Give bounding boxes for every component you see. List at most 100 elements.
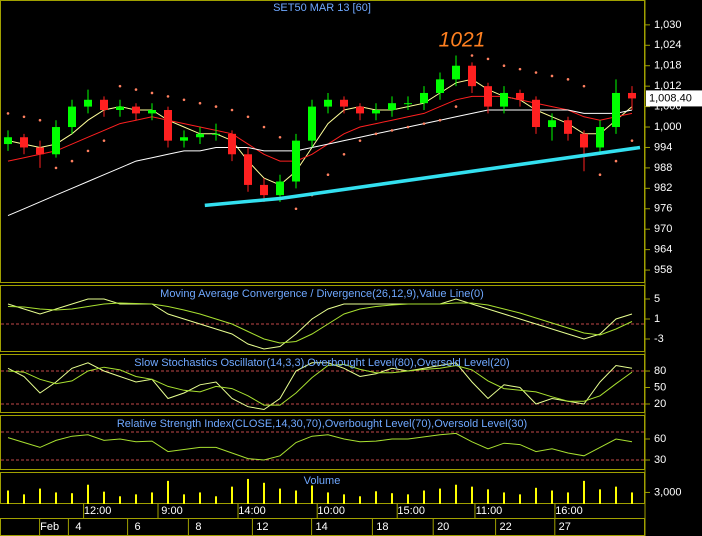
sar-dot <box>230 108 234 112</box>
volume-bar <box>471 486 473 504</box>
sar-dot <box>262 125 266 129</box>
x-date-label: 14 <box>315 521 327 533</box>
volume-bar <box>279 488 281 504</box>
y-tick-label: 976 <box>654 203 672 215</box>
sar-dot <box>438 118 442 122</box>
sar-dot <box>150 91 154 95</box>
y-tick-label: 50 <box>654 381 666 393</box>
moving-average <box>7 95 633 162</box>
panel-border <box>0 285 645 352</box>
annotation: 1021 <box>439 29 486 52</box>
sar-dot <box>214 105 218 108</box>
sar-dot <box>582 84 586 88</box>
y-tick-label: 80 <box>654 365 666 377</box>
last-price-label: 1,008.40 <box>649 92 692 104</box>
x-date-label: 4 <box>75 521 81 533</box>
sar-dot <box>422 122 426 125</box>
sar-dot <box>518 67 522 71</box>
candle-body <box>388 103 396 110</box>
volume-bar <box>631 492 633 504</box>
x-date-label: 18 <box>376 521 388 533</box>
candle-body <box>292 140 300 182</box>
sar-dot <box>246 115 250 119</box>
candle-body <box>180 137 188 141</box>
y-tick-label: 958 <box>654 264 672 276</box>
sar-dot <box>374 132 378 136</box>
sar-dot <box>342 152 346 156</box>
x-time-label: 10:00 <box>317 505 345 517</box>
candle-body <box>228 133 236 155</box>
candle-body <box>372 109 380 114</box>
sar-dot <box>278 135 282 139</box>
indicator-line <box>7 363 633 406</box>
indicator-line <box>7 302 633 344</box>
x-date-label: 27 <box>559 521 571 533</box>
volume-bar <box>7 490 9 504</box>
moving-average <box>7 78 633 186</box>
sar-dot <box>22 115 26 119</box>
volume-bar <box>295 490 297 504</box>
volume-bar <box>263 482 265 504</box>
y-tick-label: 20 <box>654 398 666 410</box>
x-date-label: Feb <box>40 521 59 533</box>
candle-body <box>36 147 44 155</box>
y-tick-label: 970 <box>654 223 672 235</box>
sar-dot <box>358 139 362 142</box>
candle-body <box>100 99 108 110</box>
candle-body <box>276 181 284 196</box>
x-time-label: 16:00 <box>555 505 583 517</box>
y-tick-label: 988 <box>654 162 672 174</box>
x-date-label: 6 <box>135 521 141 533</box>
candle-body <box>244 154 252 185</box>
y-tick-label: 1 <box>654 313 660 325</box>
candle-body <box>500 92 508 107</box>
candle-body <box>84 99 92 107</box>
y-tick-label: 964 <box>654 244 672 256</box>
volume-bar <box>183 494 185 504</box>
sar-dot <box>166 95 170 98</box>
volume-bar <box>55 492 57 504</box>
volume-bar <box>455 484 457 504</box>
sar-dot <box>326 173 330 177</box>
sar-dot <box>70 159 74 163</box>
candle-body <box>452 65 460 80</box>
volume-bar <box>151 492 153 504</box>
candle-body <box>4 137 12 145</box>
indicator-line <box>7 298 633 350</box>
candle-body <box>468 65 476 87</box>
panel-title: Moving Average Convergence / Divergence(… <box>160 288 484 300</box>
sar-dot <box>118 84 122 88</box>
volume-bar <box>551 490 553 504</box>
sar-dot <box>182 98 186 102</box>
sar-dot <box>566 78 570 81</box>
y-tick-label: 3,000 <box>654 486 682 498</box>
indicator-line <box>7 432 633 461</box>
sar-dot <box>406 125 410 129</box>
candle-body <box>564 120 572 134</box>
volume-bar <box>615 486 617 504</box>
sar-dot <box>614 159 618 163</box>
chart-title: SET50 MAR 13 [60] <box>273 2 371 14</box>
x-time-label: 12:00 <box>84 505 112 517</box>
moving-average <box>7 109 633 217</box>
sar-dot <box>198 101 202 105</box>
sar-dot <box>630 139 634 142</box>
candle-body <box>548 120 556 128</box>
volume-bar <box>103 491 105 504</box>
volume-bar <box>39 488 41 504</box>
volume-bar <box>71 493 73 504</box>
candle-body <box>356 106 364 114</box>
panel-title: Slow Stochastics Oscillator(14,3,3),Over… <box>134 357 509 369</box>
candle-body <box>484 86 492 107</box>
volume-bar <box>503 492 505 504</box>
sar-dot <box>102 139 106 142</box>
indicator-line <box>7 362 633 411</box>
candle-body <box>20 137 28 148</box>
volume-bar <box>343 494 345 504</box>
volume-bar <box>375 491 377 504</box>
volume-bar <box>327 492 329 504</box>
last-price-box <box>646 90 702 107</box>
volume-bar <box>215 496 217 504</box>
x-time-label: 15:00 <box>397 505 425 517</box>
